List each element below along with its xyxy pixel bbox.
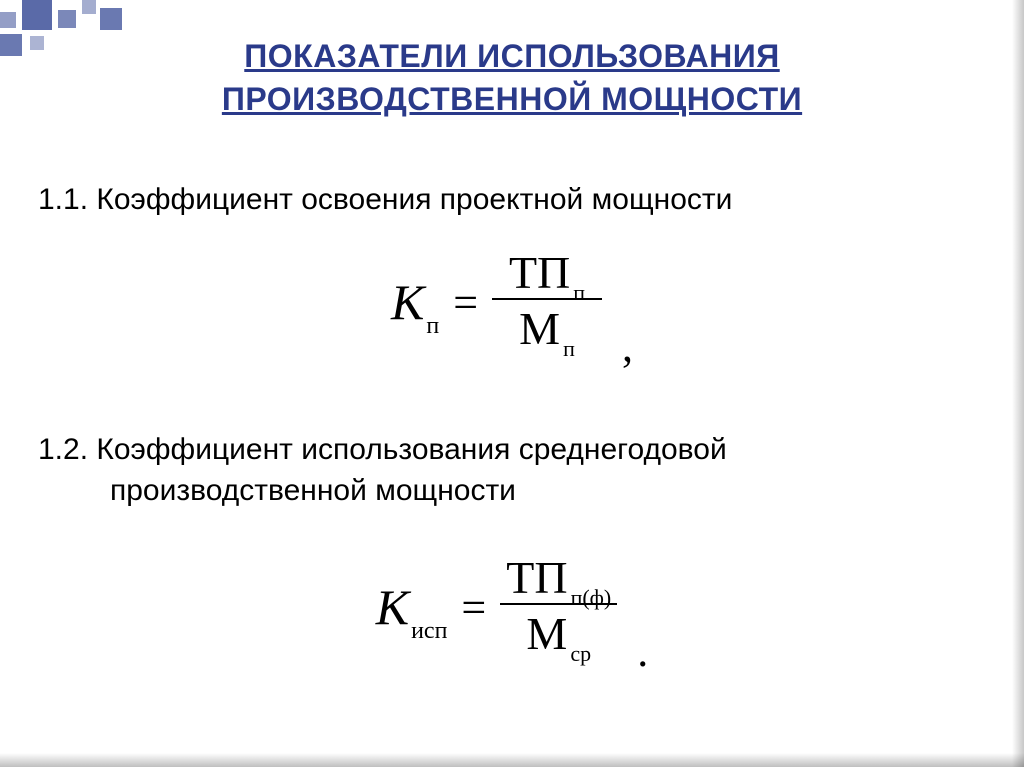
item-2-text-line1: Коэффициент использования среднегодовой bbox=[96, 433, 726, 466]
formula-2-lhs: Kисп bbox=[376, 578, 448, 636]
formula-1-lhs-main: K bbox=[391, 273, 424, 331]
formula-2-equals: = bbox=[461, 582, 486, 633]
deco-square bbox=[58, 10, 76, 28]
item-2-number: 1.2. bbox=[38, 433, 88, 466]
slide-shadow-bottom bbox=[0, 753, 1024, 767]
formula-1-lhs: Kп bbox=[391, 273, 439, 331]
formula-1-den-main: М bbox=[519, 306, 560, 352]
item-1-text: Коэффициент освоения проектной мощности bbox=[96, 183, 732, 216]
formula-2-lhs-main: K bbox=[376, 578, 409, 636]
formula-2-den-main: М bbox=[526, 611, 567, 657]
formula-1-fraction: ТПп Мп bbox=[492, 250, 602, 354]
item-1: 1.1. Коэффициент освоения проектной мощн… bbox=[38, 180, 978, 221]
formula-2-num-sub: п(ф) bbox=[571, 587, 612, 609]
formula-1-equals: = bbox=[453, 277, 478, 328]
slide-title: ПОКАЗАТЕЛИ ИСПОЛЬЗОВАНИЯ ПРОИЗВОДСТВЕННО… bbox=[0, 35, 1024, 121]
formula-1-lhs-sub: п bbox=[426, 313, 439, 340]
title-line2: ПРОИЗВОДСТВЕННОЙ МОЩНОСТИ bbox=[222, 81, 802, 117]
formula-2: Kисп = ТПп(ф) Мср . bbox=[0, 555, 1024, 659]
deco-square bbox=[22, 0, 52, 30]
formula-2-fraction: ТПп(ф) Мср bbox=[500, 555, 617, 659]
item-2: 1.2. Коэффициент использования среднегод… bbox=[38, 430, 978, 511]
slide-shadow-right bbox=[1012, 0, 1024, 767]
formula-1-num-main: ТП bbox=[509, 250, 570, 296]
formula-1-num-sub: п bbox=[573, 282, 585, 304]
item-1-number: 1.1. bbox=[38, 183, 88, 216]
deco-square bbox=[100, 8, 122, 30]
formula-1-denominator: Мп bbox=[513, 300, 581, 354]
formula-2-den-sub: ср bbox=[570, 643, 591, 665]
formula-2-denominator: Мср bbox=[520, 605, 597, 659]
formula-1-den-sub: п bbox=[563, 338, 575, 360]
deco-square bbox=[82, 0, 96, 14]
formula-1: Kп = ТПп Мп , bbox=[0, 250, 1024, 354]
deco-square bbox=[0, 12, 16, 28]
formula-2-num-main: ТП bbox=[506, 555, 567, 601]
formula-2-lhs-sub: исп bbox=[411, 618, 447, 645]
formula-1-trail: , bbox=[622, 321, 633, 372]
slide: ПОКАЗАТЕЛИ ИСПОЛЬЗОВАНИЯ ПРОИЗВОДСТВЕННО… bbox=[0, 0, 1024, 767]
formula-2-numerator: ТПп(ф) bbox=[500, 555, 617, 603]
item-2-text-line2: производственной мощности bbox=[110, 471, 978, 512]
title-line1: ПОКАЗАТЕЛИ ИСПОЛЬЗОВАНИЯ bbox=[244, 38, 779, 74]
formula-2-trail: . bbox=[637, 626, 648, 677]
formula-1-numerator: ТПп bbox=[503, 250, 591, 298]
